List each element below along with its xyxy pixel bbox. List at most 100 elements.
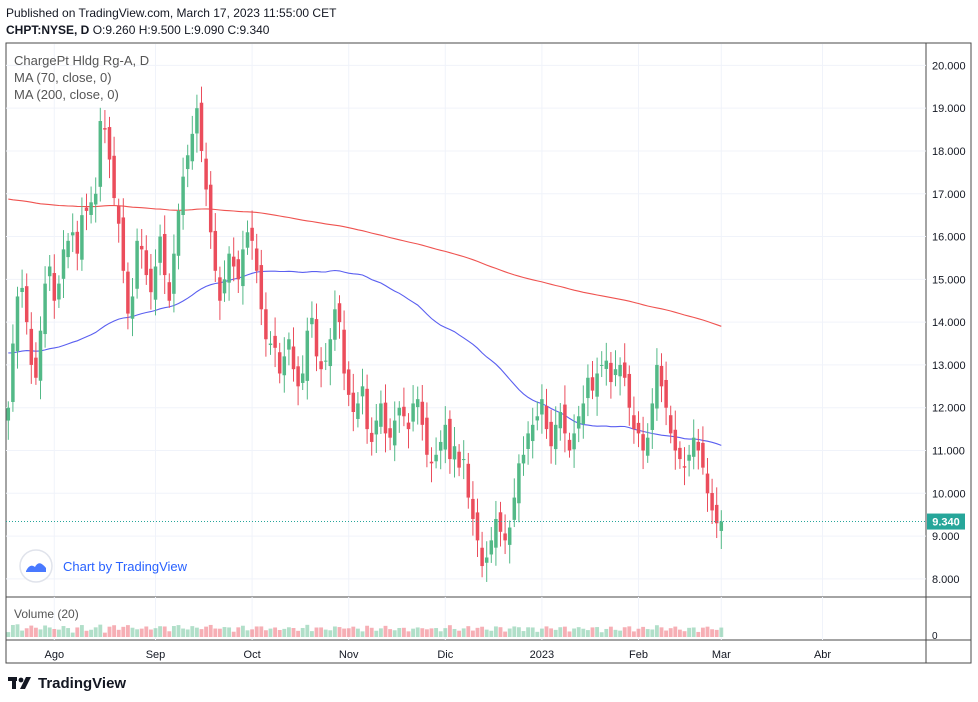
volume-bar: [139, 628, 144, 637]
volume-bar: [323, 629, 328, 637]
candle-body: [540, 399, 544, 415]
volume-bar: [227, 627, 232, 637]
volume-bar: [185, 629, 190, 637]
candle-body: [678, 447, 682, 460]
candle-body: [572, 433, 576, 450]
volume-bar: [75, 627, 80, 637]
volume-bar: [107, 626, 112, 637]
volume-bar: [631, 631, 636, 637]
candle-body: [599, 364, 604, 366]
candle-body: [351, 392, 356, 412]
volume-bar: [507, 628, 512, 637]
volume-bar: [250, 629, 255, 637]
volume-bar: [116, 629, 121, 637]
volume-bar: [710, 629, 715, 637]
volume-bar: [470, 630, 475, 637]
volume-bar: [489, 630, 494, 637]
tradingview-watermark[interactable]: Chart by TradingView: [19, 549, 188, 583]
price-tick-label: 13.000: [932, 360, 966, 372]
tradingview-brand[interactable]: TradingView: [8, 674, 126, 692]
volume-bar: [148, 629, 153, 637]
candle-body: [268, 343, 273, 346]
ma70-line: [8, 269, 722, 446]
volume-bar: [452, 628, 457, 637]
candle-body: [682, 466, 687, 468]
candle-body: [245, 232, 250, 248]
published-line: Published on TradingView.com, March 17, …: [6, 6, 337, 20]
candle-body: [494, 518, 498, 548]
candle-body: [6, 407, 11, 421]
tradingview-logo-icon: [8, 677, 31, 689]
candle-body: [461, 459, 466, 461]
volume-bar: [346, 628, 351, 637]
candle-body: [342, 329, 346, 374]
time-axis[interactable]: Ago Sep Oct Nov Dic 2023 Feb Mar Abr: [45, 649, 832, 661]
price-axis[interactable]: 8.000 9.000 10.000 11.000 12.000 13.000 14.000…: [932, 60, 966, 585]
volume-bar: [337, 627, 342, 637]
volume-bar: [604, 628, 609, 637]
candle-body: [34, 357, 38, 378]
price-tick-label: 20.000: [932, 60, 966, 72]
candle-body: [590, 377, 595, 391]
candle-body: [471, 498, 475, 519]
volume-bar: [208, 624, 213, 637]
candle-body: [176, 210, 181, 256]
volume-bar: [461, 628, 466, 637]
volume-bar: [240, 625, 245, 637]
candle-body: [521, 454, 526, 464]
candle-body: [218, 277, 222, 301]
volume-bar: [549, 628, 554, 637]
volume-bar: [641, 626, 646, 637]
candle-body: [333, 309, 337, 340]
candle-body: [70, 232, 75, 236]
volume-zero-label: 0: [932, 631, 938, 642]
volume-bar: [539, 628, 544, 637]
volume-bar: [705, 626, 710, 637]
volume-bar: [194, 627, 199, 637]
candle-body: [535, 416, 540, 421]
volume-bar: [365, 625, 370, 637]
candle-body: [310, 317, 314, 325]
volume-bar: [190, 626, 195, 637]
volume-bar: [171, 626, 176, 637]
candle-body: [24, 286, 29, 323]
candle-body: [360, 386, 365, 397]
price-tick-label: 15.000: [932, 274, 966, 286]
volume-bar: [650, 629, 655, 637]
price-tick-label: 18.000: [932, 146, 966, 158]
legend-title: ChargePt Hldg Rg-A, D: [14, 53, 149, 68]
candle-body: [507, 527, 512, 545]
candle-body: [181, 176, 185, 216]
volume-bar: [572, 628, 577, 637]
candle-body: [328, 339, 333, 367]
candle-body: [346, 369, 351, 395]
candle-body: [420, 401, 425, 425]
volume-bar: [512, 626, 517, 637]
candle-body: [231, 256, 236, 267]
volume-bar: [89, 629, 94, 637]
volume-bar: [144, 626, 149, 637]
time-tick-label: Abr: [814, 649, 831, 661]
ma200-path: [8, 198, 722, 327]
volume-bar: [544, 626, 549, 637]
volume-bar: [328, 630, 333, 637]
candle-body: [241, 249, 245, 287]
candle-body: [595, 373, 599, 397]
volume-bar: [98, 624, 103, 637]
volume-bar: [627, 626, 632, 637]
volume-bar: [447, 625, 452, 637]
volume-bar: [530, 627, 535, 637]
volume-bar: [466, 626, 471, 637]
time-tick-label: 2023: [530, 649, 554, 661]
volume-bar: [24, 628, 29, 637]
volume-bar: [33, 627, 38, 637]
volume-bar: [443, 628, 448, 637]
volume-bar: [475, 627, 480, 637]
volume-bar: [296, 630, 301, 637]
candle-body: [696, 441, 701, 451]
volume-bar: [585, 630, 590, 637]
volume-bar: [181, 628, 186, 637]
volume-bar: [355, 628, 360, 637]
volume-bar: [677, 629, 682, 637]
